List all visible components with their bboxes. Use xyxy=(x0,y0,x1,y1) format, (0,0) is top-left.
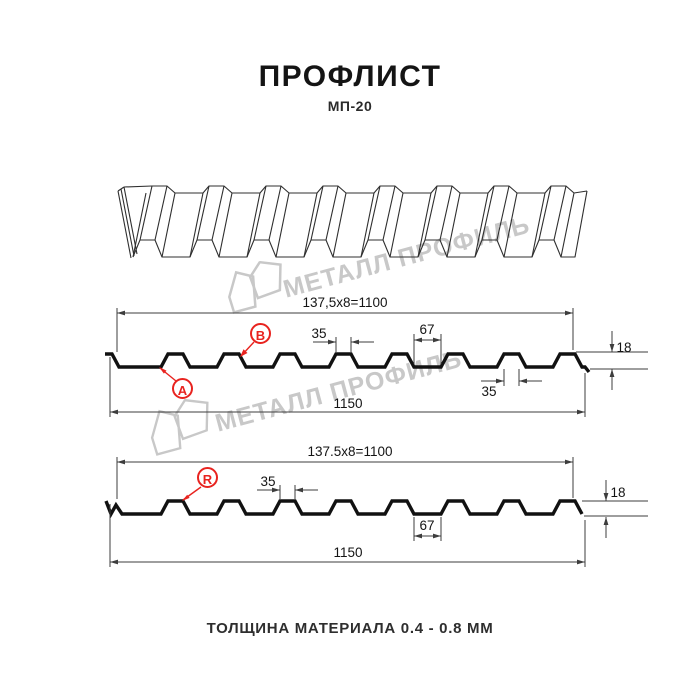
profile-top-outline xyxy=(105,352,591,374)
metall-profil-logo-icon xyxy=(228,260,282,314)
callout-badge-a: A xyxy=(172,378,193,399)
dimension-lines-bottom xyxy=(109,457,648,567)
callout-badge-b: B xyxy=(250,323,271,344)
dim-valley-width-top: 67 xyxy=(419,322,435,337)
dim-rib-top-width-bottom: 35 xyxy=(260,474,276,489)
dim-pitch-top: 137,5x8=1100 xyxy=(302,295,388,310)
watermark-text: МЕТАЛЛ ПРОФИЛЬ xyxy=(280,210,534,304)
page-title: ПРОФЛИСТ xyxy=(258,60,442,93)
metall-profil-logo-icon xyxy=(150,398,209,456)
dim-total-width-bottom: 1150 xyxy=(333,545,363,560)
material-thickness-note: ТОЛЩИНА МАТЕРИАЛА 0.4 - 0.8 ММ xyxy=(206,620,494,637)
product-code: МП-20 xyxy=(327,98,373,114)
dim-height-bottom: 18 xyxy=(610,485,626,500)
profile-bottom-outline xyxy=(104,499,584,519)
callout-leaders-bottom xyxy=(182,486,202,501)
dim-valley-width-bottom: 67 xyxy=(419,518,435,533)
dim-rib-top-width: 35 xyxy=(311,326,327,341)
callout-badge-r: R xyxy=(197,467,218,488)
watermark-text: МЕТАЛЛ ПРОФИЛЬ xyxy=(212,344,466,438)
profile-section-bottom xyxy=(104,457,648,567)
callout-leaders-top xyxy=(159,341,255,382)
dim-height-top: 18 xyxy=(616,340,632,355)
dim-pitch-bottom: 137.5x8=1100 xyxy=(307,444,393,459)
dim-total-width-top: 1150 xyxy=(333,396,363,411)
dim-rib-bottom-width: 35 xyxy=(481,384,497,399)
